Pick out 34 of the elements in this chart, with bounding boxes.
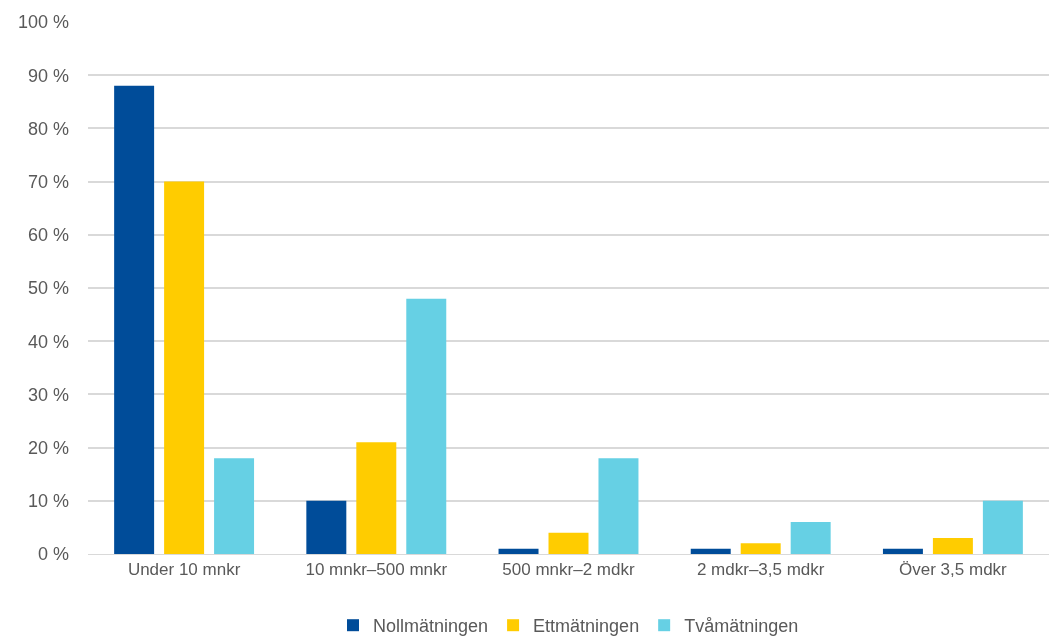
y-tick-label: 100 % [17, 12, 69, 33]
bar [790, 522, 831, 554]
bar [932, 538, 973, 554]
bar [356, 442, 397, 554]
y-tick-label: 70 % [27, 171, 69, 192]
bar [982, 500, 1023, 554]
y-tick-label: 20 % [27, 437, 69, 458]
bar [306, 500, 347, 554]
x-tick-label: 2 mdkr–3,5 mdkr [696, 560, 825, 580]
y-tick-label: 0 % [37, 544, 69, 565]
bar [882, 548, 923, 554]
x-tick-label: 10 mnkr–500 mnkr [305, 560, 448, 580]
y-tick-label: 60 % [27, 225, 69, 246]
x-tick-label: Över 3,5 mdkr [899, 560, 1008, 580]
legend-label: Tvåmätningen [684, 616, 799, 637]
bar [406, 298, 447, 554]
bar [164, 181, 205, 554]
bar [740, 543, 781, 554]
bar [114, 85, 155, 554]
x-tick-label: Under 10 mnkr [127, 560, 241, 580]
bar [214, 458, 255, 554]
legend-label: Nollmätningen [373, 616, 489, 637]
bar [598, 458, 639, 554]
x-tick-label: 500 mnkr–2 mdkr [502, 560, 635, 580]
y-tick-label: 30 % [27, 384, 69, 405]
bar [690, 548, 731, 554]
bar [548, 532, 589, 554]
y-tick-label: 50 % [27, 278, 69, 299]
legend-label: Ettmätningen [533, 616, 640, 637]
y-tick-label: 10 % [27, 491, 69, 512]
y-tick-label: 80 % [27, 118, 69, 139]
y-tick-label: 90 % [27, 65, 69, 86]
y-tick-label: 40 % [27, 331, 69, 352]
bar [498, 548, 539, 554]
